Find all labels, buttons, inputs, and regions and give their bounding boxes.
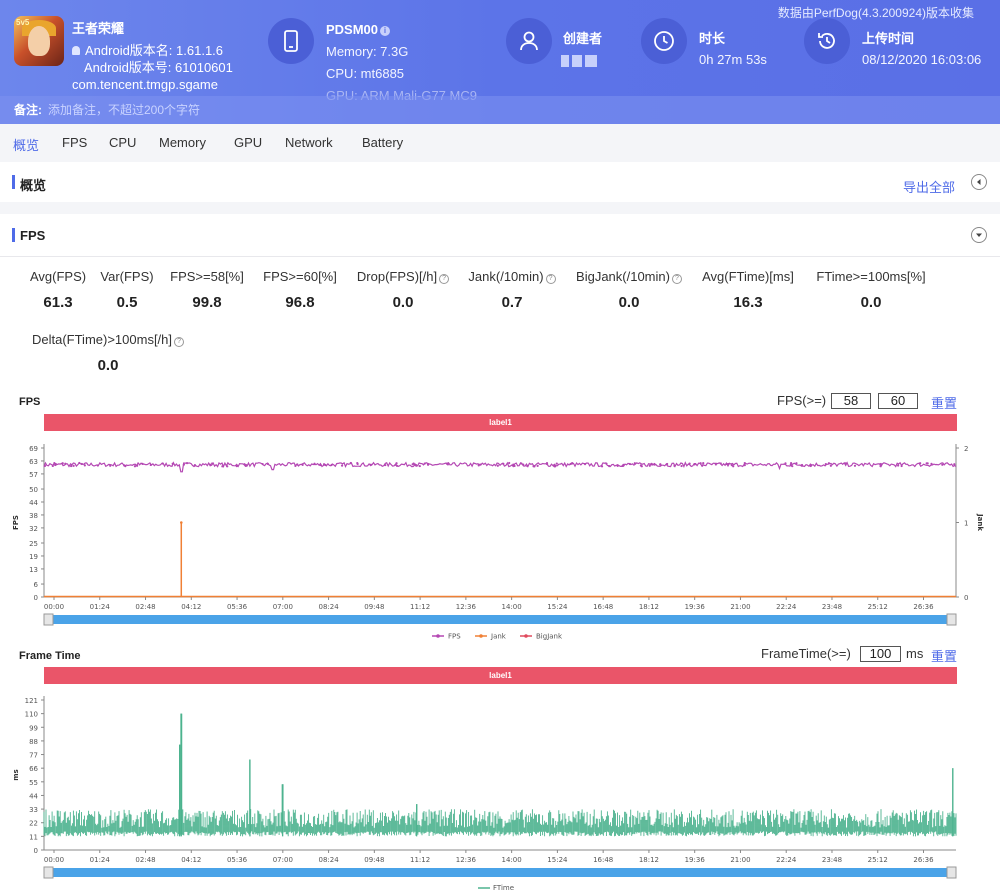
note-label: 备注: (14, 103, 42, 117)
fps-threshold-input-2[interactable]: 60 (878, 393, 918, 409)
app-icon-tag: 5v5 (16, 18, 30, 27)
section-marker (12, 228, 15, 242)
fps-panel: FPS Avg(FPS) 61.3 Var(FPS) 0.5 FPS>=58[%] 9… (0, 214, 1000, 891)
fps-panel-title: FPS (20, 228, 46, 243)
app-package: com.tencent.tmgp.sgame (72, 77, 218, 92)
tab-fps[interactable]: FPS (62, 135, 88, 150)
note-input[interactable]: 添加备注，不超过200个字符 (48, 103, 201, 117)
metric-avg-fps: Avg(FPS) 61.3 (30, 269, 87, 311)
duration-title: 时长 (699, 31, 726, 46)
metric-jank: Jank(/10min)? 0.7 (466, 269, 558, 311)
overview-section: 概览 导出全部 (0, 162, 1000, 202)
fps-threshold-label: FPS(>=) (777, 393, 827, 408)
metric-fps-58: FPS>=58[%] 99.8 (170, 269, 244, 311)
duration-value: 0h 27m 53s (699, 52, 767, 67)
fps-segment-label[interactable]: label1 (44, 414, 957, 431)
user-icon (506, 18, 552, 64)
section-marker (12, 175, 15, 189)
metric-var-fps: Var(FPS) 0.5 (100, 269, 154, 311)
metric-delta-ftime: Delta(FTime)>100ms[/h]? 0.0 (30, 332, 186, 374)
report-header: 数据由PerfDog(4.3.200924)版本收集 5v5 王者荣耀 Andr… (0, 0, 1000, 124)
device-cpu: CPU: mt6885 (326, 66, 405, 81)
app-version-name: Android版本名: 1.61.1.6 (72, 40, 223, 59)
creator-avatar-redacted (561, 54, 607, 68)
collapse-left-icon[interactable] (971, 174, 987, 190)
tab-memory[interactable]: Memory (159, 135, 206, 150)
creator-title: 创建者 (563, 31, 603, 46)
overview-title: 概览 (20, 178, 47, 193)
tab-bar: 概览 FPS CPU Memory GPU Network Battery (0, 124, 1000, 162)
tab-cpu[interactable]: CPU (109, 135, 137, 150)
fps-chart-title: FPS (19, 396, 41, 408)
upload-value: 08/12/2020 16:03:06 (862, 52, 982, 67)
ftime-unit: ms (906, 646, 924, 661)
info-icon[interactable]: i (380, 26, 391, 36)
clock-icon (641, 18, 687, 64)
app-name: 王者荣耀 (72, 21, 125, 36)
help-icon[interactable]: ? (671, 274, 682, 284)
device-memory: Memory: 7.3G (326, 44, 409, 59)
phone-icon (268, 18, 314, 64)
metric-fps-60: FPS>=60[%] 96.8 (263, 269, 337, 311)
fps-reset-button[interactable]: 重置 (931, 396, 958, 411)
divider (0, 256, 1000, 257)
metric-drop-fps: Drop(FPS)[/h]? 0.0 (355, 269, 451, 311)
app-version-code: Android版本号: 61010601 (84, 60, 233, 75)
ftime-threshold-label: FrameTime(>=) (761, 646, 851, 661)
game-app-icon: 5v5 (14, 16, 64, 66)
help-icon[interactable]: ? (545, 274, 556, 284)
metric-avg-ftime: Avg(FTime)[ms] 16.3 (702, 269, 794, 311)
tab-overview[interactable]: 概览 (13, 138, 40, 153)
source-note: 数据由PerfDog(4.3.200924)版本收集 (777, 6, 974, 20)
tab-network[interactable]: Network (285, 135, 333, 150)
tab-gpu[interactable]: GPU (234, 135, 263, 150)
fps-threshold-input-1[interactable]: 58 (831, 393, 871, 409)
android-icon (72, 46, 80, 55)
tab-battery[interactable]: Battery (362, 135, 404, 150)
collapse-down-icon[interactable] (971, 227, 987, 243)
device-name: PDSM00 i (326, 22, 391, 37)
history-icon (804, 18, 850, 64)
upload-title: 上传时间 (862, 31, 915, 46)
ftime-threshold-input[interactable]: 100 (860, 646, 901, 662)
ftime-reset-button[interactable]: 重置 (931, 649, 958, 664)
ftime-chart-title: Frame Time (19, 650, 81, 662)
ftime-segment-label[interactable]: label1 (44, 667, 957, 684)
metric-bigjank: BigJank(/10min)? 0.0 (573, 269, 685, 311)
help-icon[interactable]: ? (174, 337, 185, 347)
metric-ftime-100: FTime>=100ms[%] 0.0 (816, 269, 926, 311)
help-icon[interactable]: ? (439, 274, 450, 284)
note-bar: 备注: 添加备注，不超过200个字符 (0, 96, 1000, 124)
export-all-button[interactable]: 导出全部 (902, 180, 955, 195)
